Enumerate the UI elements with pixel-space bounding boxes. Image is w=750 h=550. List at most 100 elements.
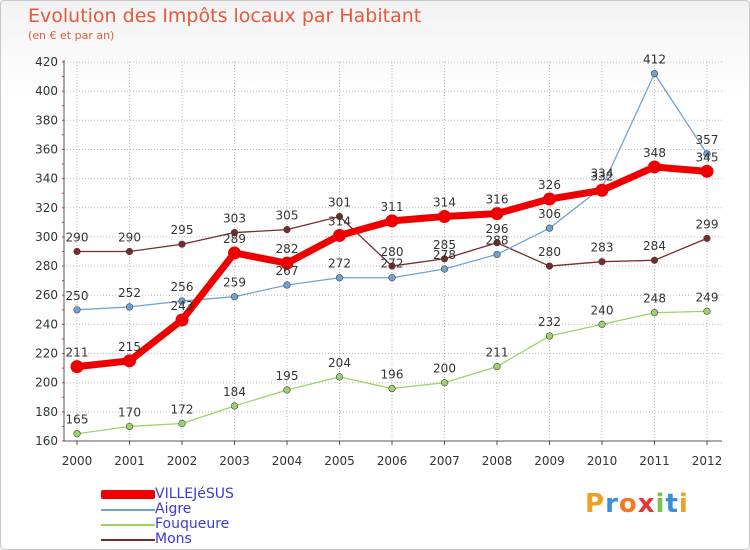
data-point-fouqueure [388,384,396,393]
data-point-villejsus [333,228,346,242]
data-label-fouqueure: 170 [118,405,141,419]
data-point-mons [125,247,134,256]
data-label-fouqueure: 196 [381,368,404,382]
data-point-aigre [493,250,501,259]
data-point-villejsus [438,210,451,224]
logo-letter: x [637,489,656,519]
data-point-villejsus [385,214,399,228]
x-tick-label: 2009 [534,454,565,468]
x-tick-label: 2006 [377,454,408,468]
data-label-mons: 296 [486,222,509,236]
data-label-aigre: 306 [538,207,561,221]
chart-title: Evolution des Impôts locaux par Habitant [28,5,422,27]
data-label-villejsus: 215 [118,340,141,354]
legend-item-mons: Mons [101,532,192,547]
y-tick-label: 260 [35,288,58,302]
data-label-mons: 283 [591,241,614,255]
legend-label-mons: Mons [155,531,192,547]
data-label-mons: 290 [66,231,89,245]
legend-item-villejesus: VILLEJéSUS [101,487,234,502]
x-tick-label: 2001 [114,454,145,468]
data-label-fouqueure: 248 [643,292,666,306]
y-tick-label: 280 [35,259,58,273]
y-tick-label: 420 [35,55,58,69]
data-label-villejsus: 289 [223,232,246,246]
data-point-aigre [178,297,186,305]
x-tick-label: 2011 [639,454,670,468]
data-label-fouqueure: 165 [66,413,89,427]
data-point-fouqueure [545,332,554,340]
data-point-villejsus [280,256,294,270]
data-label-villejsus: 345 [696,150,719,164]
data-label-aigre: 412 [643,53,666,67]
data-label-villejsus: 311 [381,200,404,214]
data-point-mons [440,255,449,263]
data-label-aigre: 259 [223,276,246,290]
y-tick-label: 360 [35,142,58,156]
logo-letter: o [618,489,638,519]
data-point-mons [650,256,659,264]
data-point-aigre [230,293,239,301]
data-label-fouqueure: 172 [171,403,194,417]
legend-swatch-aigre [101,508,155,511]
data-point-aigre [125,303,134,311]
data-point-aigre [335,274,344,282]
data-point-mons [545,262,554,270]
logo-letter: P [585,489,606,519]
y-tick-label: 220 [35,347,58,361]
data-label-aigre: 250 [66,289,89,303]
data-point-villejsus [700,164,714,178]
data-label-layer: 290 290 295 303 305 301 280 285 296 280 283 284 299 2… [66,53,719,427]
axis-layer: 160 180 200 220 240 260 280 300 320 340 360 380 400 4… [35,55,722,468]
data-point-mons [335,212,344,221]
y-tick-label: 180 [35,405,58,419]
data-point-fouqueure [703,307,711,315]
data-point-mons [73,247,81,256]
legend-item-aigre: Aigre [101,502,191,517]
data-label-fouqueure: 195 [276,369,299,383]
x-tick-label: 2008 [482,454,513,468]
data-label-villejsus: 316 [486,193,509,207]
data-label-villejsus: 332 [591,169,614,183]
data-point-aigre [440,265,449,273]
data-point-fouqueure [73,430,81,438]
x-tick-label: 2010 [587,454,618,468]
data-label-villejsus: 326 [538,178,561,192]
data-point-fouqueure [440,379,449,387]
data-point-fouqueure [178,419,186,428]
y-tick-label: 300 [35,230,58,244]
legend-swatch-fouqueure [101,523,155,526]
data-label-mons: 285 [433,238,456,252]
logo-letter: i [678,489,689,519]
data-label-mons: 280 [381,245,404,259]
data-label-aigre: 272 [328,257,351,271]
data-label-aigre: 278 [433,248,456,262]
x-tick-label: 2003 [219,454,250,468]
logo-letter: i [655,489,666,519]
data-point-aigre [545,224,554,232]
data-point-villejsus [228,246,241,260]
data-point-fouqueure [598,320,606,328]
data-point-mons [703,234,711,242]
data-label-fouqueure: 200 [433,362,456,376]
data-label-villejsus: 314 [433,196,456,210]
data-label-fouqueure: 204 [328,356,351,370]
x-tick-label: 2002 [167,454,198,468]
data-point-fouqueure [335,373,344,381]
data-point-fouqueure [125,422,134,431]
data-label-mons: 295 [171,223,194,237]
legend-item-fouqueure: Fouqueure [101,517,229,532]
data-label-fouqueure: 184 [223,385,246,399]
data-point-mons [230,228,239,237]
y-tick-label: 240 [35,317,58,331]
data-point-aigre [388,274,396,282]
data-label-fouqueure: 240 [591,303,614,317]
data-label-mons: 284 [643,239,666,253]
data-label-mons: 305 [276,209,299,223]
x-tick-label: 2007 [429,454,460,468]
x-tick-label: 2005 [324,454,355,468]
data-point-villejsus [175,313,189,327]
data-label-aigre: 334 [591,166,614,180]
y-tick-label: 400 [35,84,58,98]
